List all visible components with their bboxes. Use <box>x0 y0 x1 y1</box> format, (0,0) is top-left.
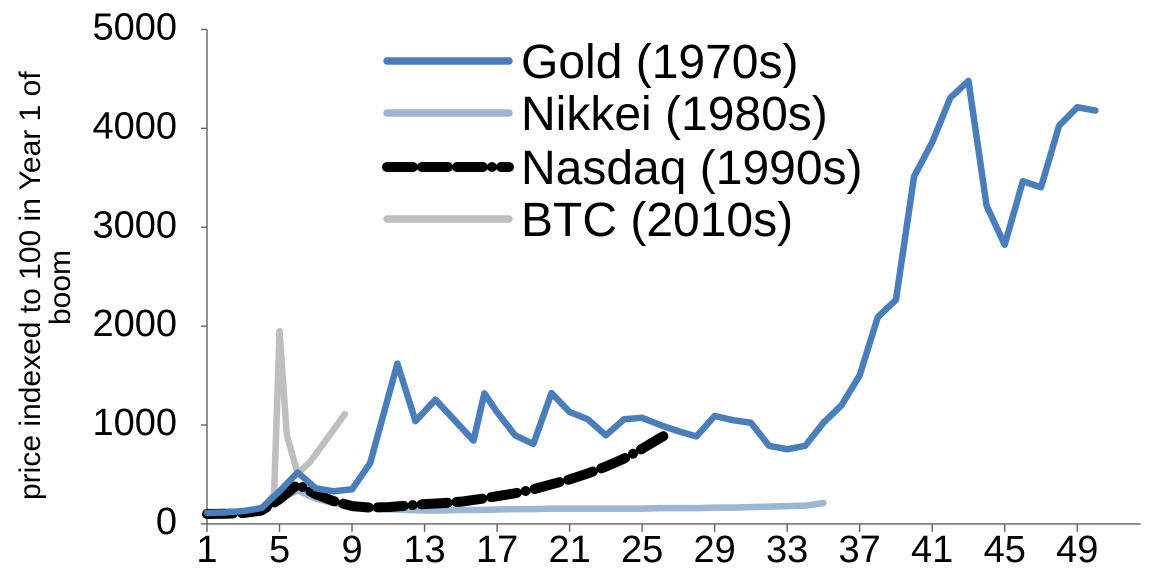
svg-text:Nasdaq (1990s): Nasdaq (1990s) <box>521 142 863 195</box>
svg-text:0: 0 <box>156 501 177 543</box>
svg-text:25: 25 <box>621 529 663 571</box>
svg-text:21: 21 <box>548 529 590 571</box>
svg-text:49: 49 <box>1056 529 1098 571</box>
svg-text:5000: 5000 <box>92 7 177 49</box>
svg-text:Gold (1970s): Gold (1970s) <box>521 36 798 89</box>
svg-text:3000: 3000 <box>92 204 177 246</box>
svg-text:1: 1 <box>196 529 217 571</box>
svg-text:33: 33 <box>766 529 808 571</box>
svg-text:BTC (2010s): BTC (2010s) <box>521 194 793 247</box>
svg-text:37: 37 <box>839 529 881 571</box>
svg-text:41: 41 <box>911 529 953 571</box>
svg-text:9: 9 <box>341 529 362 571</box>
svg-text:13: 13 <box>403 529 445 571</box>
svg-text:29: 29 <box>693 529 735 571</box>
svg-text:2000: 2000 <box>92 303 177 345</box>
svg-text:Nikkei (1980s): Nikkei (1980s) <box>521 88 828 141</box>
svg-text:5: 5 <box>269 529 290 571</box>
svg-text:45: 45 <box>984 529 1026 571</box>
svg-text:1000: 1000 <box>92 402 177 444</box>
svg-text:17: 17 <box>476 529 518 571</box>
svg-text:4000: 4000 <box>92 105 177 147</box>
